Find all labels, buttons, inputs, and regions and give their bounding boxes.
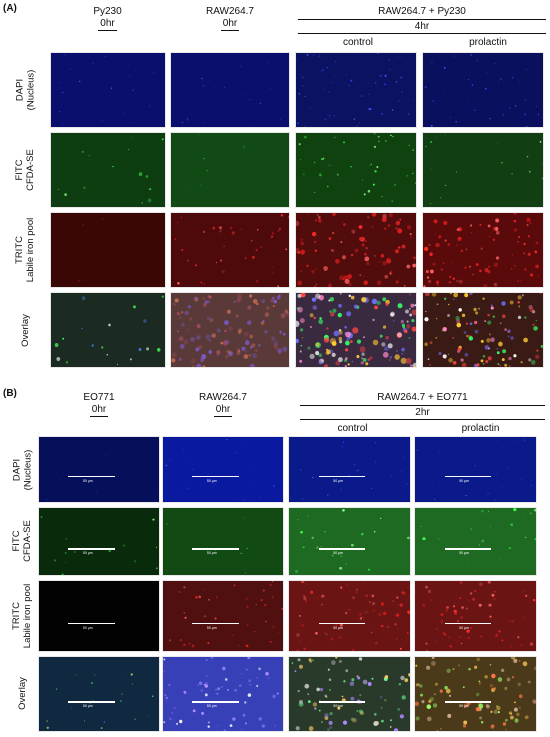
scale-bar [318, 622, 366, 625]
panel-b-col2-time: 0hr [213, 404, 233, 417]
micrograph-a-overlay-raw264 [170, 292, 290, 368]
scale-bar [192, 701, 239, 703]
panel-b-sub-control: control [337, 423, 368, 434]
panel-a-row-fitc-label: FITC CFDA-SE [13, 149, 36, 191]
panel-b-col1-name: EO771 [83, 392, 115, 403]
scale-bar-label: 50 µm [82, 478, 93, 483]
panel-a-label: (A) [3, 3, 17, 14]
micrograph-a-fitc-prolactin [422, 132, 544, 208]
micrograph-a-overlay-control [295, 292, 417, 368]
micrograph-a-dapi-py230 [50, 52, 166, 128]
scale-bar [444, 548, 492, 550]
micrograph-b-dapi-control: 50 µm [288, 436, 411, 503]
scale-bar-label: 50 µm [459, 704, 470, 709]
scale-bar-label: 50 µm [82, 550, 93, 555]
scale-bar-label: 50 µm [333, 550, 344, 555]
scale-bar [444, 622, 492, 625]
scale-bar [318, 475, 366, 478]
micrograph-a-overlay-prolactin [422, 292, 544, 368]
scale-bar [68, 701, 115, 703]
scale-bar [318, 548, 366, 550]
panel-b-group-rule [300, 405, 545, 407]
panel-a-time-rule [298, 33, 546, 35]
micrograph-a-tritc-prolactin [422, 212, 544, 288]
scale-bar-label: 50 µm [206, 478, 217, 483]
scale-bar-label: 50 µm [459, 550, 470, 555]
scale-bar-label: 50 µm [333, 478, 344, 483]
scale-bar [444, 701, 492, 703]
scale-bar-label: 50 µm [333, 704, 344, 709]
panel-a-sub-prolactin: prolactin [469, 37, 507, 48]
panel-a-col2-header: RAW264.7 0hr [170, 6, 290, 31]
micrograph-a-fitc-control [295, 132, 417, 208]
micrograph-b-fitc-eo771: 50 µm [38, 507, 160, 576]
scale-bar-label: 50 µm [206, 625, 217, 630]
panel-a-col1-name: Py230 [93, 6, 122, 17]
micrograph-b-overlay-eo771: 50 µm [38, 656, 160, 732]
scale-bar-label: 50 µm [206, 550, 217, 555]
panel-a-col1-time: 0hr [98, 18, 117, 31]
scale-bar [192, 622, 239, 625]
micrograph-a-tritc-py230 [50, 212, 166, 288]
scale-bar-label: 50 µm [82, 704, 93, 709]
micrograph-b-dapi-eo771: 50 µm [38, 436, 160, 503]
panel-a-col2-name: RAW264.7 [206, 6, 254, 17]
micrograph-b-dapi-raw264: 50 µm [162, 436, 284, 503]
micrograph-a-tritc-control [295, 212, 417, 288]
micrograph-b-tritc-prolactin: 50 µm [414, 580, 537, 652]
scale-bar-label: 50 µm [82, 625, 93, 630]
scale-bar [192, 475, 239, 478]
micrograph-a-fitc-raw264 [170, 132, 290, 208]
micrograph-b-fitc-prolactin: 50 µm [414, 507, 537, 576]
micrograph-b-tritc-raw264: 50 µm [162, 580, 284, 652]
micrograph-a-dapi-control [295, 52, 417, 128]
scale-bar-label: 50 µm [333, 625, 344, 630]
scale-bar [318, 701, 366, 703]
scale-bar [444, 475, 492, 478]
panel-a-row-overlay-label: Overlay [19, 313, 31, 347]
micrograph-b-fitc-raw264: 50 µm [162, 507, 284, 576]
scale-bar [68, 475, 115, 478]
micrograph-a-overlay-py230 [50, 292, 166, 368]
panel-a-group-time: 4hr [414, 21, 430, 32]
panel-b-col2-header: RAW264.7 0hr [163, 392, 283, 417]
micrograph-a-tritc-raw264 [170, 212, 290, 288]
panel-a-group-name: RAW264.7 + Py230 [378, 6, 466, 17]
micrograph-a-fitc-py230 [50, 132, 166, 208]
micrograph-b-overlay-prolactin: 50 µm [414, 656, 537, 732]
micrograph-b-fitc-control: 50 µm [288, 507, 411, 576]
panel-b-label: (B) [3, 388, 17, 399]
micrograph-b-tritc-control: 50 µm [288, 580, 411, 652]
micrograph-b-dapi-prolactin: 50 µm [414, 436, 537, 503]
scale-bar [192, 548, 239, 550]
panel-a-group-rule [298, 19, 546, 21]
panel-a-row-dapi-label: DAPI (Nucleus) [14, 69, 36, 111]
panel-a-col1-header: Py230 0hr [50, 6, 165, 31]
micrograph-b-overlay-control: 50 µm [288, 656, 411, 732]
panel-b-col2-name: RAW264.7 [199, 392, 247, 403]
micrograph-b-overlay-raw264: 50 µm [162, 656, 284, 732]
panel-a-row-tritc-label: TRITC Labile iron pool [14, 217, 36, 283]
micrograph-b-tritc-eo771: 50 µm [38, 580, 160, 652]
scale-bar-label: 50 µm [459, 625, 470, 630]
micrograph-a-dapi-raw264 [170, 52, 290, 128]
scale-bar-label: 50 µm [459, 478, 470, 483]
panel-b-group-time: 2hr [415, 407, 430, 418]
panel-a-sub-control: control [342, 37, 373, 48]
panel-b-col1-time: 0hr [89, 404, 109, 417]
micrograph-a-dapi-prolactin [422, 52, 544, 128]
panel-a-col2-time: 0hr [220, 18, 240, 31]
panel-b-sub-prolactin: prolactin [461, 423, 500, 434]
scale-bar [68, 548, 115, 550]
scale-bar [68, 622, 115, 625]
panel-b-col1-header: EO771 0hr [40, 392, 158, 417]
panel-b-group-name: RAW264.7 + EO771 [377, 392, 468, 403]
panel-b-time-rule [300, 419, 545, 421]
scale-bar-label: 50 µm [206, 704, 217, 709]
